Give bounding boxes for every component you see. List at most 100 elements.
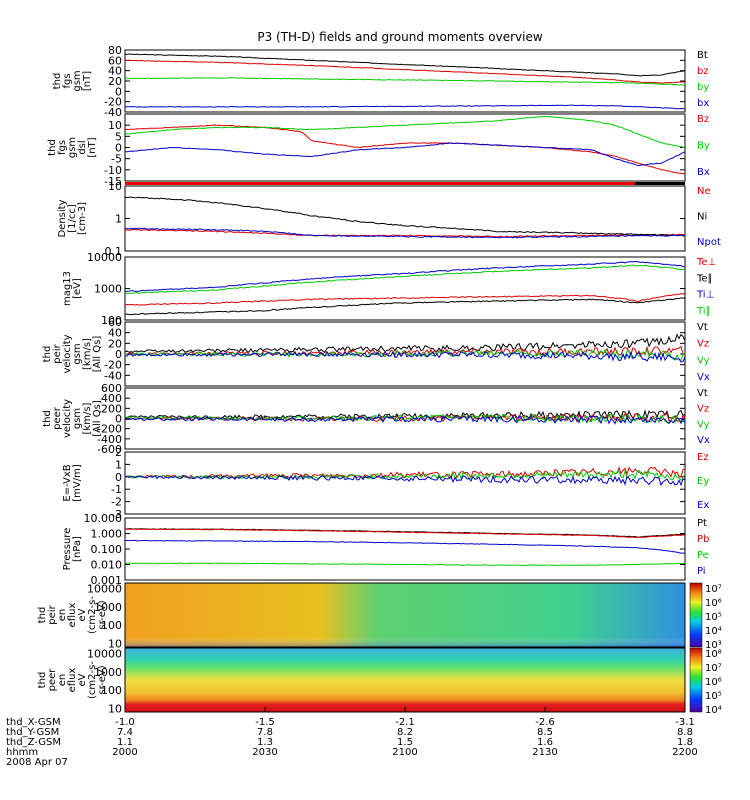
x-tick-label-z: 1.6 [537, 737, 553, 748]
colorbar-tick-label-peer_spec: 10⁴ [705, 705, 722, 716]
x-tick-label-x: -2.6 [535, 717, 555, 728]
ytick-label-peir_spec: 1000 [94, 601, 122, 614]
ytick-label-peir_spec: 100 [101, 619, 122, 632]
ytick-label-pressure: 0.100 [91, 543, 123, 556]
ylabel-density: [cm-3] [77, 202, 88, 235]
series-line-peer_velocity-Vx [124, 414, 686, 425]
peir-colorbar [689, 582, 703, 648]
ytick-label-fgs_gsm: 20 [108, 75, 122, 88]
ytick-label-pressure: 0.001 [91, 574, 123, 587]
series-line-fgs_gsm-Bt [124, 53, 686, 77]
legend-label-fgs_gsm: bx [697, 98, 709, 109]
legend-label-temp: Te⊥ [696, 257, 716, 268]
colorbar-tick-label-peir_spec: 10⁵ [705, 612, 722, 623]
series-line-peir_velocity-Vx [125, 350, 686, 363]
ytick-label-efield: -3 [111, 508, 122, 521]
ytick-label-peir_spec: 10 [108, 637, 122, 650]
series-line-fgs_gsm-bz [124, 59, 686, 84]
ytick-label-fgs_dsl: 0 [115, 142, 122, 155]
series-line-fgs_gsm-by [124, 77, 686, 86]
legend-label-peer_velocity: Vy [697, 419, 710, 430]
ytick-label-temp: 100 [101, 314, 122, 327]
peir-spectrogram-frame [124, 582, 686, 648]
ytick-label-peir_velocity: 20 [108, 337, 122, 350]
ytick-label-efield: 1 [115, 458, 122, 471]
series-line-fgs_dsl-Bx [124, 142, 686, 167]
x-tick-label-z: 1.3 [257, 737, 273, 748]
legend-label-peer_velocity: Vt [697, 388, 708, 399]
series-line-temp-Te∥ [124, 297, 686, 316]
spec-axis-peir_spec: 10000 1000 100 10 thd peir en eflux eV (cm2-s-sr-… [37, 582, 130, 650]
legend-label-temp: Ti∥ [696, 306, 711, 317]
ytick-label-fgs_dsl: 10 [108, 119, 122, 132]
ytick-label-fgs_gsm: -20 [104, 96, 122, 109]
ytick-label-peir_velocity: 40 [108, 327, 122, 340]
panel-frame-fgs_gsm [124, 49, 686, 113]
peer-colorbar [689, 647, 703, 713]
x-tick-label-y: 8.2 [397, 727, 413, 738]
ytick-label-peer_spec: 1000 [94, 666, 122, 679]
ytick-label-peer_velocity: -200 [97, 423, 122, 436]
legend-label-pressure: Pt [697, 518, 707, 529]
ylabel-peir_spec: thd [37, 607, 48, 624]
x-tick-label-time: 2030 [252, 747, 277, 758]
ylabel-peir_velocity: peir [52, 343, 63, 363]
ylabel-peir_spec: eV [77, 608, 88, 621]
ylabel-peer_spec: sr-eV) [97, 665, 108, 694]
x-row-label: 2008 Apr 07 [6, 757, 68, 768]
legend-label-pressure: Pb [697, 534, 709, 545]
legend-label-density: Npot [697, 237, 721, 248]
panel-frame-efield [124, 451, 686, 515]
x-tick-label-z: 1.1 [117, 737, 133, 748]
ylabel-peer_velocity: [km/s] [82, 402, 93, 434]
legend-label-density: Ni [697, 212, 707, 223]
legend-label-efield: Ey [697, 476, 709, 487]
legend-label-temp: Ti⊥ [696, 290, 714, 301]
series-line-density-Ni [124, 196, 686, 237]
series-line-peir_velocity-Vt [124, 333, 686, 353]
colorbar-tick-label-peir_spec: 10³ [705, 640, 722, 651]
ylabel-fgs_dsl: dsl [77, 140, 88, 154]
ytick-label-fgs_gsm: 0 [115, 85, 122, 98]
ytick-label-peir_velocity: -20 [104, 359, 122, 372]
series-line-density-Ne [124, 229, 686, 238]
ylabel-efield: [mV/m] [72, 464, 83, 502]
legend-label-fgs_gsm: Bt [697, 50, 708, 61]
legend-label-density: Ne [697, 186, 711, 197]
x-tick-label-time: 2100 [392, 747, 417, 758]
ytick-label-efield: 0 [115, 471, 122, 484]
ytick-label-peir_velocity: 60 [108, 316, 122, 329]
x-tick-label-x: -3.1 [675, 717, 695, 728]
ytick-label-peir_velocity: 0 [115, 348, 122, 361]
ylabel-fgs_gsm: [nT] [82, 71, 93, 91]
x-tick-label-time: 2000 [112, 747, 137, 758]
ylabel-pressure: Pressure [62, 528, 73, 571]
panel-pressure: 10.000 1.000 0.100 0.010 0.001 Pressure [nPa] P… [62, 512, 709, 587]
x-tick-label-time: 2130 [532, 747, 557, 758]
ylabel-peir_spec: eflux [67, 603, 78, 628]
series-line-pressure-Pe [124, 562, 686, 567]
ylabel-peir_velocity: [km/s] [82, 338, 93, 370]
x-tick-label-z: 1.8 [677, 737, 693, 748]
ytick-label-peer_velocity: 200 [101, 402, 122, 415]
ytick-label-fgs_dsl: -10 [104, 164, 122, 177]
peir-spectrogram [124, 582, 686, 648]
series-line-temp-Te⊥ [124, 292, 686, 306]
legend-label-peer_velocity: Vz [697, 404, 709, 415]
ylabel-peer_velocity: gsm [72, 408, 83, 429]
legend-label-fgs_dsl: By [697, 141, 710, 152]
ytick-label-peir_spec: 10000 [87, 582, 122, 595]
ylabel-peir_velocity: gsm [72, 343, 83, 364]
x-tick-label-y: 8.5 [537, 727, 553, 738]
ytick-label-peer_velocity: 400 [101, 392, 122, 405]
x-row-label: thd_Z-GSM [6, 737, 61, 748]
x-tick-label-z: 1.5 [397, 737, 413, 748]
ylabel-temp: mag13 [62, 271, 73, 306]
ylabel-density: [1/cc] [67, 204, 78, 233]
ytick-label-density: 1 [115, 213, 122, 226]
